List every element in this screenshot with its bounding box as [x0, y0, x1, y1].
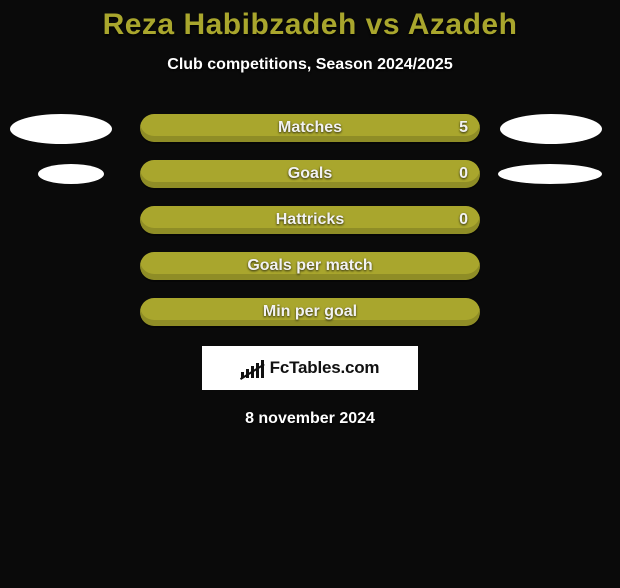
decorative-ellipse-left-top [10, 114, 112, 144]
stat-label: Min per goal [263, 303, 357, 321]
stat-bar-matches: Matches 5 [140, 114, 480, 142]
page-title: Reza Habibzadeh vs Azadeh [0, 8, 620, 42]
stat-label: Goals per match [247, 257, 372, 275]
stat-value: 0 [459, 165, 468, 183]
stat-label: Matches [278, 119, 342, 137]
stat-bar-goals-per-match: Goals per match [140, 252, 480, 280]
stat-label: Hattricks [276, 211, 344, 229]
stat-bars: Matches 5 Goals 0 Hattricks 0 Goals per match M… [140, 114, 480, 326]
stat-value: 5 [459, 119, 468, 137]
subtitle: Club competitions, Season 2024/2025 [0, 56, 620, 74]
brand-chart-icon [241, 358, 264, 378]
decorative-ellipse-right-top [500, 114, 602, 144]
stat-bar-hattricks: Hattricks 0 [140, 206, 480, 234]
stat-label: Goals [288, 165, 332, 183]
stat-bar-min-per-goal: Min per goal [140, 298, 480, 326]
decorative-ellipse-right-mid [498, 164, 602, 184]
stat-value: 0 [459, 211, 468, 229]
stat-bar-goals: Goals 0 [140, 160, 480, 188]
date-label: 8 november 2024 [0, 410, 620, 428]
decorative-ellipse-left-mid [38, 164, 104, 184]
brand-badge: FcTables.com [202, 346, 418, 390]
brand-text: FcTables.com [270, 358, 380, 378]
comparison-stage: Matches 5 Goals 0 Hattricks 0 Goals per match M… [0, 114, 620, 326]
